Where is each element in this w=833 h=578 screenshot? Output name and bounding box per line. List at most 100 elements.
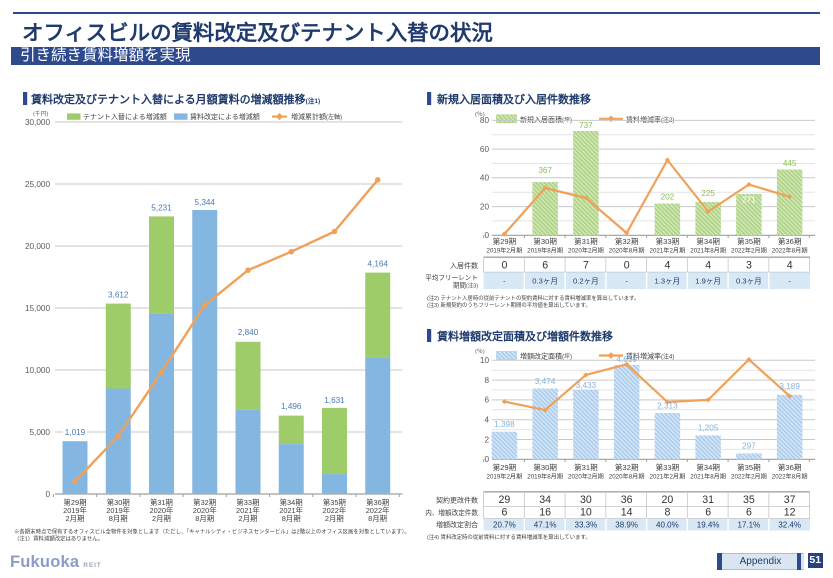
svg-text:※各期末時点で保有するオフィスビル全物件を対象とします（ただ: ※各期末時点で保有するオフィスビル全物件を対象とします（ただし、「キャナルシティ… (14, 528, 410, 536)
svg-text:賃料改定及びテナント入替による月額賃料の増減額推移(注1): 賃料改定及びテナント入替による月額賃料の増減額推移(注1) (30, 92, 320, 106)
svg-text:(千円): (千円) (33, 110, 49, 118)
svg-text:2020年: 2020年 (193, 506, 217, 515)
svg-text:32.4%: 32.4% (778, 521, 801, 530)
svg-text:2021年: 2021年 (279, 506, 303, 515)
svg-text:2021年2月期: 2021年2月期 (650, 246, 686, 254)
svg-text:2019年: 2019年 (106, 506, 130, 515)
svg-text:第30期: 第30期 (533, 236, 557, 246)
svg-text:37: 37 (784, 494, 796, 506)
svg-text:271: 271 (742, 196, 756, 205)
svg-text:第34期: 第34期 (696, 462, 720, 472)
svg-text:19.4%: 19.4% (697, 521, 720, 530)
svg-text:6: 6 (484, 396, 489, 405)
svg-text:2020年: 2020年 (150, 506, 174, 515)
svg-text:新規入居面積(坪): 新規入居面積(坪) (520, 115, 572, 124)
svg-text:20.7%: 20.7% (493, 521, 516, 530)
svg-text:第36期: 第36期 (778, 236, 802, 246)
svg-text:10,000: 10,000 (25, 366, 50, 375)
svg-text:30: 30 (580, 494, 592, 506)
svg-text:4: 4 (705, 260, 711, 272)
svg-text:増額改定割合: 増額改定割合 (436, 520, 478, 529)
svg-text:1,019: 1,019 (65, 428, 86, 437)
svg-text:第29期: 第29期 (493, 462, 517, 472)
svg-text:第29期: 第29期 (63, 498, 86, 507)
svg-text:第33期: 第33期 (656, 462, 680, 472)
svg-text:賃料増額改定面積及び増額件数推移: 賃料増額改定面積及び増額件数推移 (436, 329, 613, 343)
svg-text:第29期: 第29期 (493, 236, 517, 246)
svg-text:1.9ヶ月: 1.9ヶ月 (695, 277, 721, 286)
svg-text:2022年8月期: 2022年8月期 (772, 472, 808, 480)
svg-text:4: 4 (484, 416, 489, 425)
svg-text:40.0%: 40.0% (656, 521, 679, 530)
svg-text:1.3ヶ月: 1.3ヶ月 (655, 277, 681, 286)
svg-text:2020年2月期: 2020年2月期 (568, 472, 604, 480)
svg-text:225: 225 (701, 189, 715, 198)
svg-text:2: 2 (484, 435, 489, 444)
svg-text:(注4) 賃料改定時の従前賃料に対する賃料増減率を算出してい: (注4) 賃料改定時の従前賃料に対する賃料増減率を算出しています。 (427, 533, 591, 541)
svg-text:737: 737 (579, 121, 593, 130)
svg-text:第32期: 第32期 (615, 462, 639, 472)
svg-text:0.3ヶ月: 0.3ヶ月 (736, 277, 762, 286)
svg-text:期間(注3): 期間(注3) (453, 281, 478, 289)
svg-text:賃料増減率(注2): 賃料増減率(注2) (626, 115, 674, 124)
svg-text:0: 0 (45, 490, 50, 499)
svg-text:0.3ヶ月: 0.3ヶ月 (532, 277, 558, 286)
svg-text:増額改定面積(坪): 増額改定面積(坪) (520, 352, 572, 361)
svg-text:60: 60 (480, 145, 490, 154)
svg-text:第33期: 第33期 (656, 236, 680, 246)
svg-text:3,474: 3,474 (535, 377, 556, 386)
svg-text:第35期: 第35期 (737, 236, 761, 246)
svg-text:202: 202 (661, 193, 675, 202)
svg-text:2月期: 2月期 (152, 514, 171, 523)
svg-text:10: 10 (580, 507, 592, 519)
svg-text:25,000: 25,000 (25, 180, 50, 189)
svg-text:47.1%: 47.1% (534, 521, 557, 530)
svg-text:1,205: 1,205 (698, 423, 719, 432)
svg-text:0.2ヶ月: 0.2ヶ月 (573, 277, 599, 286)
svg-text:第31期: 第31期 (574, 236, 598, 246)
svg-text:29: 29 (499, 494, 511, 506)
svg-text:8月期: 8月期 (195, 514, 214, 523)
svg-text:増減累計額(左軸): 増減累計額(左軸) (291, 112, 342, 121)
svg-text:367: 367 (538, 166, 552, 175)
svg-text:445: 445 (783, 159, 797, 168)
svg-text:(注3) 新規契約のうちフリーレント期間の平均値を算出してい: (注3) 新規契約のうちフリーレント期間の平均値を算出しています。 (427, 301, 591, 309)
svg-text:20: 20 (480, 202, 490, 211)
svg-text:5,231: 5,231 (151, 203, 172, 212)
svg-text:2020年8月期: 2020年8月期 (609, 472, 645, 480)
svg-text:8月期: 8月期 (368, 514, 387, 523)
svg-text:0: 0 (501, 260, 507, 272)
svg-text:3,433: 3,433 (576, 381, 597, 390)
svg-text:1,631: 1,631 (324, 396, 345, 405)
svg-text:14: 14 (621, 507, 633, 519)
svg-text:入居件数: 入居件数 (450, 261, 478, 270)
svg-text:3,612: 3,612 (108, 291, 129, 300)
svg-text:1,398: 1,398 (494, 420, 515, 429)
svg-text:80: 80 (480, 116, 490, 125)
svg-text:15,000: 15,000 (25, 304, 50, 313)
svg-text:賃料増減率(注4): 賃料増減率(注4) (626, 352, 674, 361)
svg-text:2022年: 2022年 (366, 506, 390, 515)
svg-text:2020年8月期: 2020年8月期 (609, 246, 645, 254)
svg-text:297: 297 (742, 442, 756, 451)
svg-text:33.3%: 33.3% (575, 521, 598, 530)
svg-text:8月期: 8月期 (282, 514, 301, 523)
svg-text:35: 35 (743, 494, 755, 506)
svg-text:1,496: 1,496 (281, 402, 302, 411)
svg-text:(注2) テナント入居時の従前テナントの契約賃料に対する賃料: (注2) テナント入居時の従前テナントの契約賃料に対する賃料増減率を算出していま… (427, 294, 639, 302)
svg-text:40: 40 (480, 174, 490, 183)
svg-text:6: 6 (705, 507, 711, 519)
svg-text:2021年: 2021年 (236, 506, 260, 515)
svg-text:第36期: 第36期 (778, 462, 802, 472)
svg-text:2,840: 2,840 (238, 328, 259, 337)
svg-text:第36期: 第36期 (366, 498, 389, 507)
svg-text:2月期: 2月期 (238, 514, 257, 523)
svg-text:テナント入替による増減額: テナント入替による増減額 (83, 112, 167, 121)
svg-text:7: 7 (583, 260, 589, 272)
svg-text:3,189: 3,189 (779, 382, 800, 391)
svg-text:16: 16 (539, 507, 551, 519)
svg-text:0: 0 (624, 260, 630, 272)
svg-text:第35期: 第35期 (737, 462, 761, 472)
svg-text:2021年8月期: 2021年8月期 (690, 246, 726, 254)
svg-text:34: 34 (539, 494, 551, 506)
